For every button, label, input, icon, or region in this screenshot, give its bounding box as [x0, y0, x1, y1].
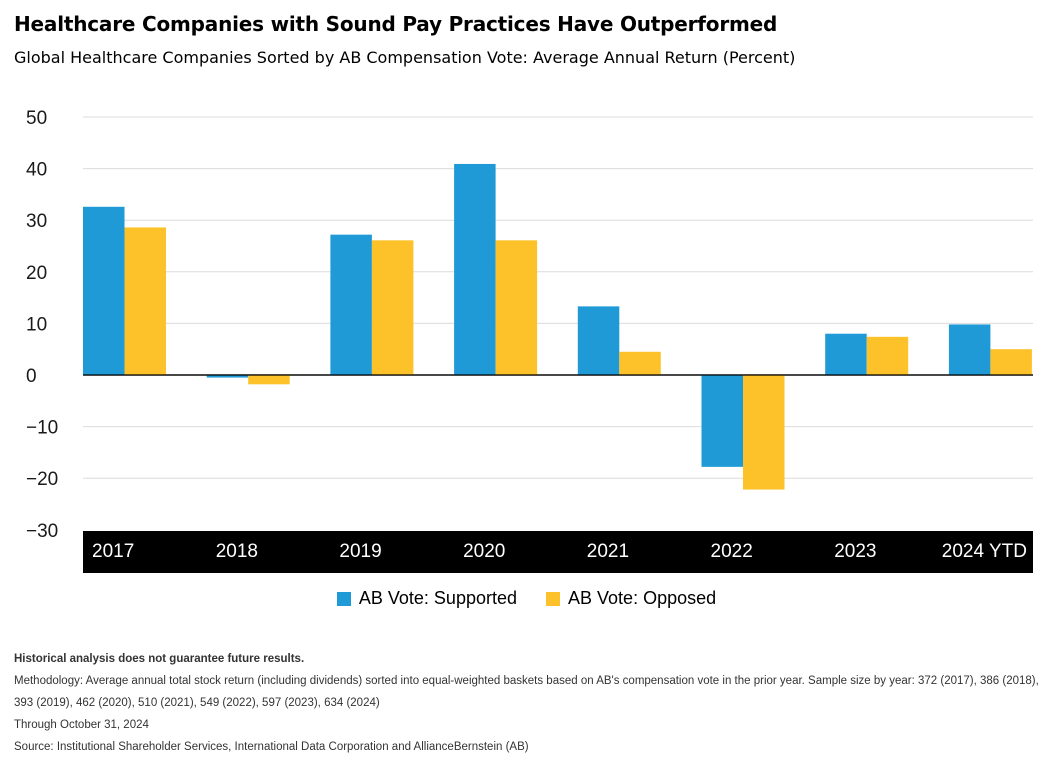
y-tick-label: 10 [26, 314, 47, 335]
x-tick-label: 2017 [92, 541, 134, 562]
bar-supported [948, 324, 991, 375]
y-tick-label: −30 [26, 521, 58, 542]
methodology-note: Methodology: Average annual total stock … [14, 675, 1039, 709]
legend-swatch-supported [336, 591, 351, 606]
bar-supported [330, 234, 372, 375]
x-tick-label: 2019 [339, 541, 381, 562]
bar-opposed [371, 240, 414, 375]
legend-label-opposed: AB Vote: Opposed [568, 588, 717, 608]
y-tick-label: −10 [26, 418, 58, 439]
x-tick-label: 2021 [587, 541, 629, 562]
chart-subtitle: Global Healthcare Companies Sorted by AB… [14, 48, 796, 67]
bar-opposed [248, 375, 290, 385]
x-tick-label: 2024 YTD [942, 541, 1027, 562]
bar-opposed [866, 336, 909, 375]
category-band [83, 531, 1033, 573]
bar-opposed [124, 227, 166, 375]
y-tick-label: 30 [26, 211, 47, 232]
legend-swatch-opposed [546, 591, 561, 606]
bar-opposed [495, 240, 538, 375]
bar-supported [701, 375, 743, 467]
bar-opposed [743, 375, 785, 490]
y-tick-label: 50 [26, 108, 47, 129]
chart-title: Healthcare Companies with Sound Pay Prac… [14, 12, 778, 36]
bar-supported [825, 333, 867, 375]
x-tick-label: 2022 [711, 541, 753, 562]
bar-chart: 50 40 30 20 10 0 −10 −20 −30 2017 2018 2019 2020 2021… [26, 108, 1033, 573]
legend-label-supported: AB Vote: Supported [358, 588, 517, 608]
x-tick-label: 2023 [834, 541, 876, 562]
legend: AB Vote: Supported AB Vote: Opposed [0, 588, 1053, 611]
date-note: Through October 31, 2024 [14, 719, 149, 731]
bar-supported [454, 163, 496, 375]
bar-supported [206, 375, 249, 378]
disclaimer-note: Historical analysis does not guarantee f… [14, 653, 305, 665]
bar-supported [577, 306, 620, 375]
bar-opposed [990, 349, 1032, 375]
footnotes: Historical analysis does not guarantee f… [14, 648, 1039, 758]
y-tick-label: −20 [26, 469, 58, 490]
bar-supported [83, 206, 125, 375]
bar-opposed [619, 351, 661, 375]
x-tick-label: 2018 [216, 541, 258, 562]
x-tick-label: 2020 [463, 541, 505, 562]
legend-item-supported: AB Vote: Supported [336, 588, 517, 609]
y-tick-label: 20 [26, 263, 47, 284]
y-tick-label: 0 [26, 366, 37, 387]
source-note: Source: Institutional Shareholder Servic… [14, 741, 529, 753]
y-tick-label: 40 [26, 160, 47, 181]
legend-item-opposed: AB Vote: Opposed [546, 588, 716, 609]
